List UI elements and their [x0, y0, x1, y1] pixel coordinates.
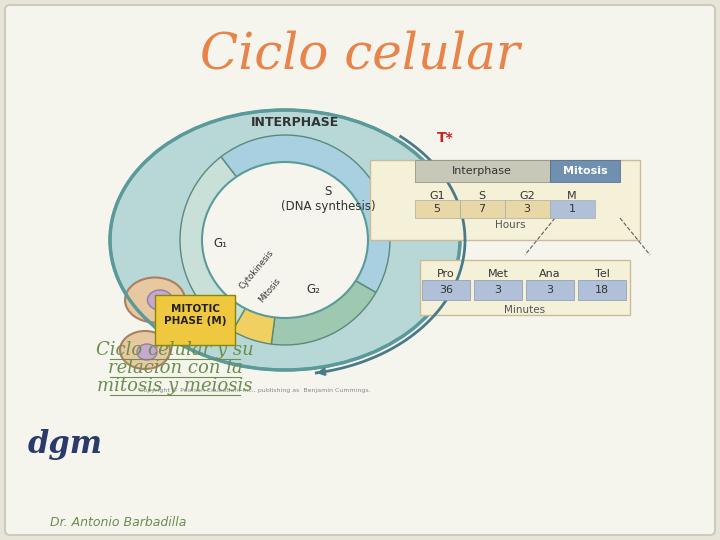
Text: Cytokinesis: Cytokinesis	[238, 248, 276, 292]
Text: 36: 36	[439, 285, 453, 295]
FancyBboxPatch shape	[505, 200, 550, 218]
Ellipse shape	[110, 110, 460, 370]
FancyBboxPatch shape	[370, 160, 640, 240]
Wedge shape	[180, 157, 285, 331]
Text: Tel: Tel	[595, 269, 609, 279]
Text: G2: G2	[519, 191, 535, 201]
Text: S: S	[478, 191, 485, 201]
Text: 7: 7	[478, 204, 485, 214]
Wedge shape	[221, 135, 390, 293]
Text: Mitosis: Mitosis	[563, 166, 607, 176]
Text: Ciclo celular: Ciclo celular	[200, 30, 520, 79]
Text: mitosis y meiosis: mitosis y meiosis	[97, 377, 253, 395]
FancyBboxPatch shape	[550, 200, 595, 218]
Text: 18: 18	[595, 285, 609, 295]
Text: 3: 3	[546, 285, 554, 295]
FancyBboxPatch shape	[526, 280, 574, 300]
Text: dgm: dgm	[27, 429, 102, 461]
Text: Dr. Antonio Barbadilla: Dr. Antonio Barbadilla	[50, 516, 186, 529]
Text: 3: 3	[523, 204, 531, 214]
Text: 3: 3	[495, 285, 502, 295]
Text: Copyright © Pearson Education, Inc., publishing as  Benjamin Cummings.: Copyright © Pearson Education, Inc., pub…	[139, 387, 371, 393]
Text: INTERPHASE: INTERPHASE	[251, 116, 339, 129]
Ellipse shape	[148, 290, 173, 310]
Text: Mitosis: Mitosis	[257, 276, 283, 304]
Text: relación con la: relación con la	[107, 359, 243, 377]
Text: MITOTIC
PHASE (M): MITOTIC PHASE (M)	[163, 304, 226, 326]
FancyBboxPatch shape	[460, 200, 505, 218]
Text: 5: 5	[433, 204, 441, 214]
Text: Minutes: Minutes	[505, 305, 546, 315]
Text: G₁: G₁	[213, 237, 227, 250]
FancyBboxPatch shape	[5, 5, 715, 535]
Wedge shape	[271, 240, 376, 345]
Text: Interphase: Interphase	[452, 166, 512, 176]
Text: 1: 1	[569, 204, 575, 214]
Ellipse shape	[137, 344, 157, 360]
Text: G₂: G₂	[307, 283, 320, 296]
FancyBboxPatch shape	[415, 200, 460, 218]
Text: M: M	[567, 191, 577, 201]
Ellipse shape	[202, 162, 368, 318]
FancyBboxPatch shape	[415, 160, 550, 182]
FancyBboxPatch shape	[155, 295, 235, 345]
Ellipse shape	[125, 278, 185, 322]
FancyBboxPatch shape	[422, 280, 470, 300]
Text: T*: T*	[436, 131, 454, 145]
Text: Ana: Ana	[539, 269, 561, 279]
Wedge shape	[233, 240, 285, 344]
FancyBboxPatch shape	[420, 260, 630, 315]
Text: Hours: Hours	[495, 220, 526, 230]
Text: Met: Met	[487, 269, 508, 279]
FancyBboxPatch shape	[550, 160, 620, 182]
Text: Pro: Pro	[437, 269, 455, 279]
FancyBboxPatch shape	[578, 280, 626, 300]
Ellipse shape	[120, 331, 170, 369]
Text: S
(DNA synthesis): S (DNA synthesis)	[281, 185, 375, 213]
Text: Ciclo celular y su: Ciclo celular y su	[96, 341, 254, 359]
FancyBboxPatch shape	[474, 280, 522, 300]
Text: G1: G1	[429, 191, 445, 201]
